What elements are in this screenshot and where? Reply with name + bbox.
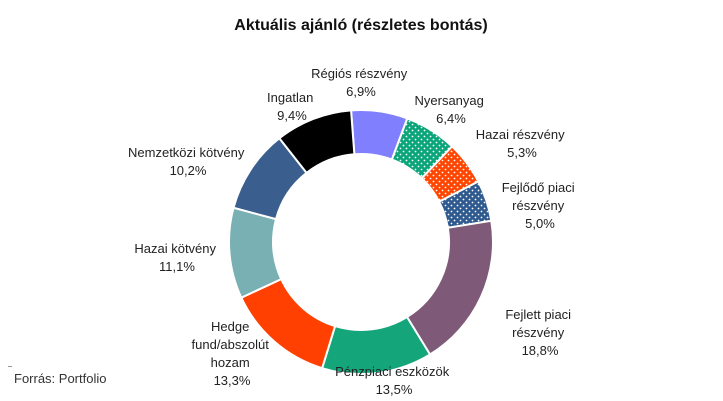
label-ingatlan: Ingatlan 9,4% xyxy=(267,90,317,123)
source-note: Forrás: Portfolio xyxy=(14,371,107,386)
label-hazai-kotveny: Hazai kötvény 11,1% xyxy=(134,241,219,274)
label-penzpiaci-eszkozok: Pénzpiaci eszközök 13,5% xyxy=(335,364,453,397)
slice-pattern-fejlodo-piaci-reszveny xyxy=(439,181,492,228)
label-nemzetkozi-kotveny: Nemzetközi kötvény 10,2% xyxy=(128,145,248,178)
slice-pattern-nyersanyag xyxy=(391,118,453,179)
slice-ingatlan xyxy=(277,109,356,175)
label-nyersanyag: Nyersanyag 6,4% xyxy=(415,93,488,126)
donut-slices xyxy=(228,109,494,375)
label-hedge-fund: Hedge fund/abszolút hozam 13,3% xyxy=(192,319,273,388)
label-fejlodo-piaci-reszveny: Fejlődő piaci részvény 5,0% xyxy=(502,180,579,231)
label-regios-reszveny: Régiós részvény 6,9% xyxy=(311,66,411,99)
slice-hedge-fund-abszolut-hozam xyxy=(239,277,337,370)
label-fejlett-piaci-reszveny: Fejlett piaci részvény 18,8% xyxy=(505,307,574,358)
slice-fejlett-piaci-reszveny xyxy=(405,219,494,356)
source-tick xyxy=(8,366,12,367)
label-hazai-reszveny: Hazai részvény 5,3% xyxy=(476,127,569,160)
chart-title: Aktuális ajánló (részletes bontás) xyxy=(234,17,487,34)
